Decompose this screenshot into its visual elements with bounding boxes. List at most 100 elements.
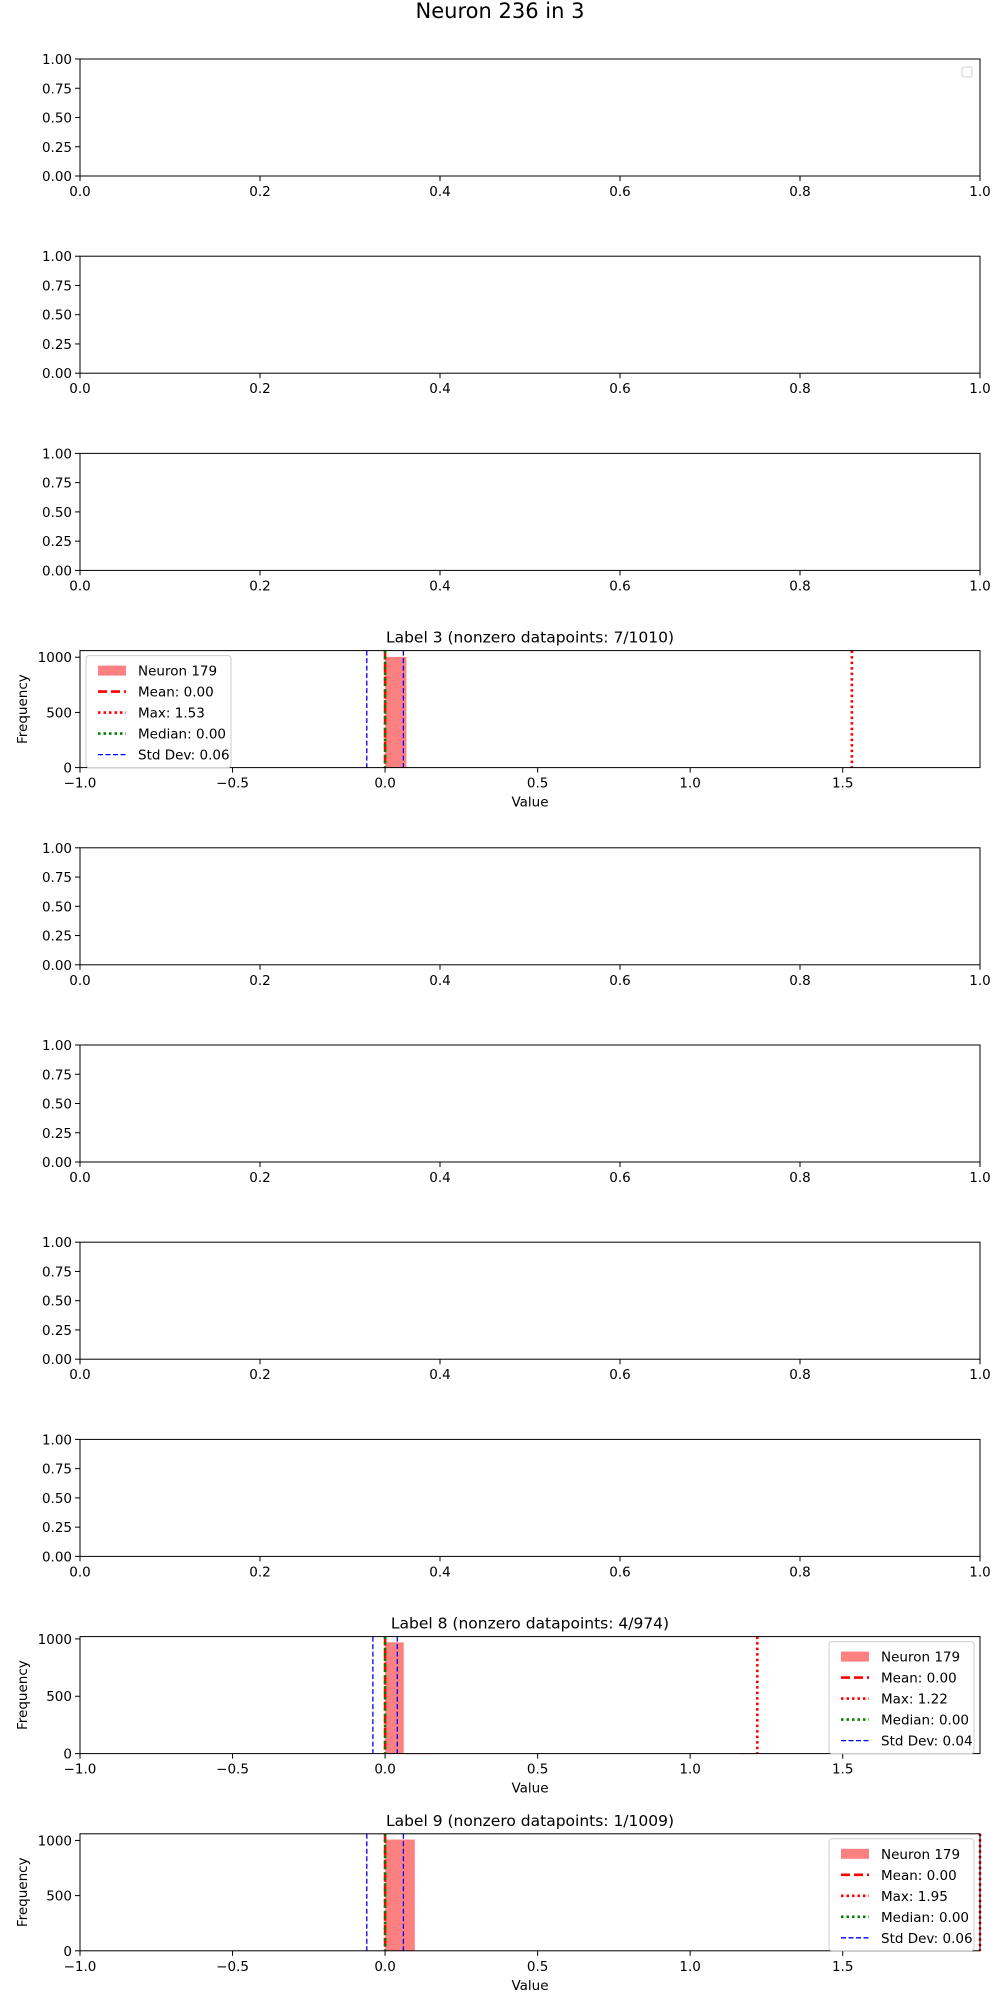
axes-frame [79, 1044, 981, 1163]
subplot-10: Label 9 (nonzero datapoints: 1/1009) −1.0… [15, 1812, 982, 1994]
y-tick-label: 0.25 [42, 337, 72, 353]
x-tick-label: 0.2 [249, 381, 270, 397]
legend-frame [828, 1838, 975, 1952]
subplot-4: Label 3 (nonzero datapoints: 7/1010) −1.0… [15, 629, 981, 811]
legend-label: Std Dev: 0.06 [138, 748, 230, 764]
legend-label: Std Dev: 0.04 [881, 1734, 973, 1750]
y-tick-label: 0.50 [42, 505, 72, 521]
y-tick-label: 0.00 [42, 563, 72, 579]
subplot-title: Label 3 (nonzero datapoints: 7/1010) [386, 629, 674, 647]
x-tick-label: −0.5 [216, 1762, 249, 1778]
y-tick-label: 0.00 [42, 958, 72, 974]
x-tick-label: 0.4 [429, 1564, 450, 1580]
x-tick-label: −1.0 [64, 1762, 97, 1778]
legend: Neuron 179 Mean: 0.00 Max: 1.22 Median: 0.0… [828, 1641, 975, 1755]
x-tick-label: 1.0 [969, 1367, 990, 1383]
x-axis-label: Value [511, 1781, 548, 1797]
y-tick-label: 0.00 [42, 169, 72, 185]
y-tick-label: 0.00 [42, 1352, 72, 1368]
y-tick-label: 1000 [38, 650, 72, 666]
x-tick-label: 0.0 [69, 1564, 90, 1580]
y-tick-label: 0.50 [42, 1294, 72, 1310]
histogram-bar [385, 1642, 404, 1754]
axes-frame [79, 650, 981, 769]
x-tick-label: 0.5 [527, 776, 548, 792]
legend: Neuron 179 Mean: 0.00 Max: 1.53 Median: 0.0… [85, 655, 232, 769]
axes-frame [79, 1438, 981, 1557]
x-tick-label: 0.2 [249, 578, 270, 594]
x-tick-label: 0.4 [429, 578, 450, 594]
x-tick-label: 0.6 [609, 578, 630, 594]
y-tick-label: 0.75 [42, 870, 72, 886]
subplot-title: Label 9 (nonzero datapoints: 1/1009) [386, 1812, 674, 1830]
subplot-title: Label 8 (nonzero datapoints: 4/974) [391, 1615, 669, 1633]
x-tick-label: 0.8 [789, 1564, 810, 1580]
subplot-5: 0.0 0.2 0.4 0.6 0.8 1.0 0.00 0.25 0.50 0.75 1.00 [42, 841, 991, 989]
legend-label: Neuron 179 [881, 1650, 960, 1666]
y-tick-label: 0.75 [42, 1264, 72, 1280]
x-axis-label: Value [511, 795, 548, 811]
legend-label: Max: 1.22 [881, 1692, 948, 1708]
axes-frame [79, 1636, 981, 1755]
y-tick-label: 0.00 [42, 366, 72, 382]
legend-label: Max: 1.53 [138, 706, 205, 722]
y-tick-label: 0.25 [42, 1323, 72, 1339]
histogram-bar [385, 656, 407, 768]
axes-frame [79, 255, 981, 374]
x-tick-label: 0.0 [374, 776, 395, 792]
x-tick-label: 0.8 [789, 184, 810, 200]
y-tick-label: 0.50 [42, 111, 72, 127]
y-tick-label: 1.00 [42, 1038, 72, 1054]
y-tick-label: 1.00 [42, 52, 72, 68]
subplot-8: 0.0 0.2 0.4 0.6 0.8 1.0 0.00 0.25 0.50 0.75 1.00 [42, 1432, 991, 1580]
y-tick-label: 0.25 [42, 1520, 72, 1536]
x-tick-label: 1.0 [969, 973, 990, 989]
subplot-7: 0.0 0.2 0.4 0.6 0.8 1.0 0.00 0.25 0.50 0.75 1.00 [42, 1235, 991, 1383]
x-tick-label: 0.4 [429, 1170, 450, 1186]
x-tick-label: 1.0 [679, 1959, 700, 1975]
x-tick-label: 0.2 [249, 184, 270, 200]
x-tick-label: 0.6 [609, 381, 630, 397]
x-tick-label: 0.8 [789, 1170, 810, 1186]
x-tick-label: 0.0 [69, 1170, 90, 1186]
legend-label: Max: 1.95 [881, 1889, 948, 1905]
x-tick-label: 0.0 [69, 973, 90, 989]
x-tick-label: 1.0 [679, 1762, 700, 1778]
y-tick-label: 0.50 [42, 1097, 72, 1113]
legend-swatch [841, 1848, 869, 1859]
legend-label: Median: 0.00 [881, 1910, 969, 1926]
x-tick-label: 0.2 [249, 1170, 270, 1186]
x-tick-label: 0.0 [374, 1959, 395, 1975]
legend-label: Std Dev: 0.06 [881, 1931, 973, 1947]
subplots: 0.0 0.2 0.4 0.6 0.8 1.00.000.250.500.751.000.… [15, 52, 991, 1994]
histogram-bars [385, 1642, 758, 1755]
x-tick-label: 0.2 [249, 973, 270, 989]
histogram-bars [385, 1839, 415, 1951]
subplot-9: Label 8 (nonzero datapoints: 4/974) −1.0 −… [15, 1615, 981, 1797]
x-tick-label: 0.4 [429, 381, 450, 397]
y-tick-label: 0 [63, 1944, 72, 1960]
legend-label: Median: 0.00 [138, 727, 226, 743]
axes-frame [79, 58, 981, 177]
y-tick-label: 500 [46, 705, 72, 721]
y-tick-label: 1.00 [42, 1432, 72, 1448]
subplot-2: 0.0 0.2 0.4 0.6 0.8 1.0 0.00 0.25 0.50 0.75 1.00 [42, 249, 991, 397]
y-axis-label: Frequency [15, 1857, 31, 1927]
x-tick-label: 0.6 [609, 184, 630, 200]
legend-label: Neuron 179 [138, 664, 217, 680]
y-tick-label: 0.50 [42, 899, 72, 915]
y-tick-label: 1.00 [42, 841, 72, 857]
axes-frame [79, 452, 981, 571]
legend-label: Mean: 0.00 [881, 1868, 957, 1884]
y-tick-label: 0.25 [42, 1126, 72, 1142]
x-tick-label: 0.6 [609, 1170, 630, 1186]
subplot-1: 0.0 0.2 0.4 0.6 0.8 1.0 0.00 0.25 0.50 0.75 1.00 [42, 52, 991, 200]
y-tick-label: 0 [63, 1747, 72, 1763]
y-tick-label: 1000 [38, 1833, 72, 1849]
histogram-bars [385, 656, 407, 768]
x-tick-label: 1.5 [832, 776, 853, 792]
y-tick-label: 0.25 [42, 929, 72, 945]
histogram-bar [385, 1839, 415, 1951]
x-tick-label: 1.0 [969, 1170, 990, 1186]
